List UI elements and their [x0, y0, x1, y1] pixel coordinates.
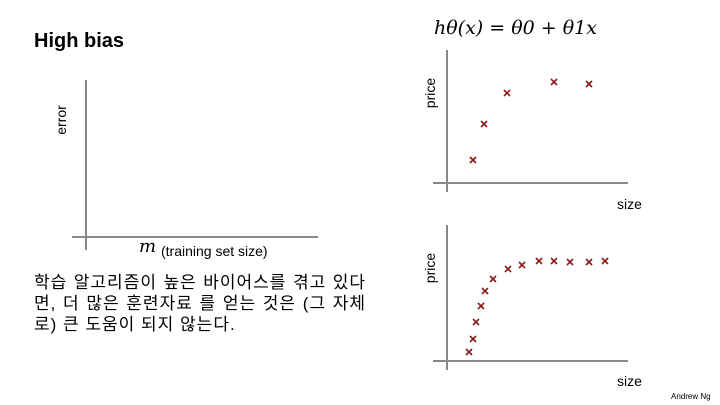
slide-title: High bias [34, 30, 125, 52]
bottom-plot-sample-marker [477, 302, 485, 310]
bottom-plot-sample-marker [469, 335, 477, 343]
bottom-plot-sample-marker [481, 287, 489, 295]
top-plot-markers [469, 78, 593, 164]
bottom-plot-sample-marker [550, 257, 558, 265]
bottom-plot-sample-marker [465, 348, 473, 356]
bottom-plot-sample-marker [535, 257, 543, 265]
top-plot-sample-marker [469, 156, 477, 164]
top-plot-y-label: price [422, 77, 438, 109]
hypothesis-formula: hθ(x) = θ0 + θ1x [434, 17, 597, 39]
top-plot-sample-marker [503, 89, 511, 97]
bottom-plot-sample-marker [504, 265, 512, 273]
top-plot-sample-marker [480, 120, 488, 128]
learning-curve-x-symbol: m [139, 236, 157, 257]
author-credit: Andrew Ng [671, 392, 711, 401]
bottom-plot-sample-marker [489, 275, 497, 283]
bottom-plot-sample-marker [601, 257, 609, 265]
top-plot-sample-marker [550, 78, 558, 86]
top-plot-x-label: size [617, 196, 642, 212]
bottom-plot-sample-marker [585, 258, 593, 266]
bottom-plot-markers [465, 257, 609, 356]
bottom-plot-x-label: size [617, 373, 642, 389]
learning-curve-y-label: error [53, 105, 69, 135]
top-plot-sample-marker [585, 80, 593, 88]
slide-note: 학습 알고리즘이 높은 바이어스를 겪고 있다면, 더 많은 훈련자료 를 얻는… [34, 273, 366, 334]
learning-curve-x-label: (training set size) [161, 243, 268, 259]
bottom-plot-y-label: price [422, 252, 438, 284]
bottom-plot-sample-marker [472, 318, 480, 326]
bottom-plot-sample-marker [566, 258, 574, 266]
bottom-plot-sample-marker [518, 261, 526, 269]
